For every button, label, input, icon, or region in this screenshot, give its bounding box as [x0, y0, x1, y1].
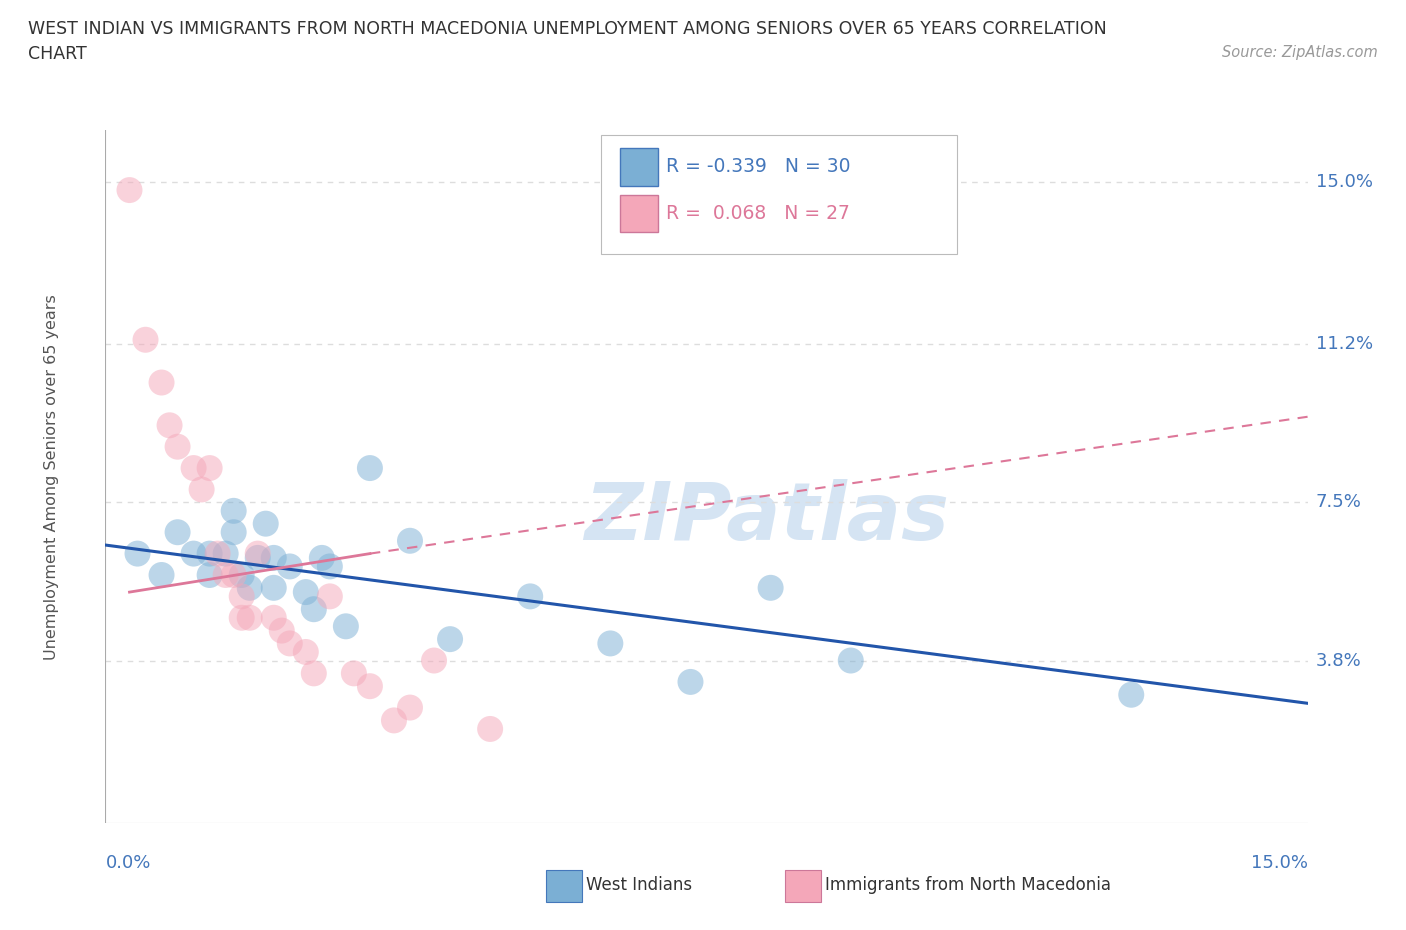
Text: 7.5%: 7.5% [1316, 493, 1362, 512]
Text: 15.0%: 15.0% [1316, 173, 1372, 191]
Point [222, 567, 245, 582]
Point [214, 567, 236, 582]
Point [319, 559, 342, 574]
Point [295, 585, 318, 600]
Point [198, 567, 221, 582]
Text: 15.0%: 15.0% [1250, 854, 1308, 871]
Point [302, 602, 325, 617]
Point [343, 666, 366, 681]
Point [278, 559, 301, 574]
Point [231, 610, 253, 625]
Point [479, 722, 502, 737]
Point [239, 610, 262, 625]
Point [263, 610, 285, 625]
Point [239, 580, 262, 595]
Point [222, 525, 245, 539]
Text: R =  0.068   N = 27: R = 0.068 N = 27 [665, 204, 849, 223]
Point [166, 525, 188, 539]
Text: Unemployment Among Seniors over 65 years: Unemployment Among Seniors over 65 years [44, 294, 59, 659]
Text: 0.0%: 0.0% [105, 854, 150, 871]
Point [263, 551, 285, 565]
Point [311, 551, 333, 565]
Point [214, 546, 236, 561]
Point [270, 623, 292, 638]
Point [150, 375, 173, 390]
Point [231, 589, 253, 604]
Point [166, 439, 188, 454]
Point [399, 533, 422, 548]
Text: WEST INDIAN VS IMMIGRANTS FROM NORTH MACEDONIA UNEMPLOYMENT AMONG SENIORS OVER 6: WEST INDIAN VS IMMIGRANTS FROM NORTH MAC… [28, 20, 1107, 38]
FancyBboxPatch shape [600, 135, 956, 254]
FancyBboxPatch shape [620, 194, 658, 232]
Point [222, 503, 245, 518]
Point [118, 182, 141, 197]
Point [302, 666, 325, 681]
Point [231, 567, 253, 582]
FancyBboxPatch shape [546, 870, 582, 902]
FancyBboxPatch shape [620, 148, 658, 186]
Point [382, 713, 405, 728]
Point [190, 482, 212, 497]
Text: ZIPatlas: ZIPatlas [583, 479, 949, 557]
Point [246, 551, 269, 565]
Point [335, 618, 357, 633]
Point [439, 631, 461, 646]
Point [207, 546, 229, 561]
Text: 11.2%: 11.2% [1316, 335, 1374, 353]
Point [246, 546, 269, 561]
Point [150, 567, 173, 582]
Point [423, 653, 446, 668]
Point [263, 580, 285, 595]
Point [1121, 687, 1143, 702]
Point [839, 653, 862, 668]
Text: Immigrants from North Macedonia: Immigrants from North Macedonia [825, 876, 1111, 895]
Text: CHART: CHART [28, 45, 87, 62]
Point [254, 516, 277, 531]
Point [198, 460, 221, 475]
Point [359, 679, 381, 694]
Text: Source: ZipAtlas.com: Source: ZipAtlas.com [1222, 45, 1378, 60]
Text: 3.8%: 3.8% [1316, 652, 1361, 670]
Point [359, 460, 381, 475]
Point [198, 546, 221, 561]
Point [127, 546, 149, 561]
Point [159, 418, 181, 432]
Point [319, 589, 342, 604]
Text: R = -0.339   N = 30: R = -0.339 N = 30 [665, 157, 851, 177]
Point [183, 460, 205, 475]
Point [135, 332, 157, 347]
Point [295, 644, 318, 659]
Point [519, 589, 541, 604]
Point [278, 636, 301, 651]
Point [183, 546, 205, 561]
FancyBboxPatch shape [785, 870, 821, 902]
Point [679, 674, 702, 689]
Text: West Indians: West Indians [586, 876, 692, 895]
Point [599, 636, 621, 651]
Point [759, 580, 782, 595]
Point [399, 700, 422, 715]
